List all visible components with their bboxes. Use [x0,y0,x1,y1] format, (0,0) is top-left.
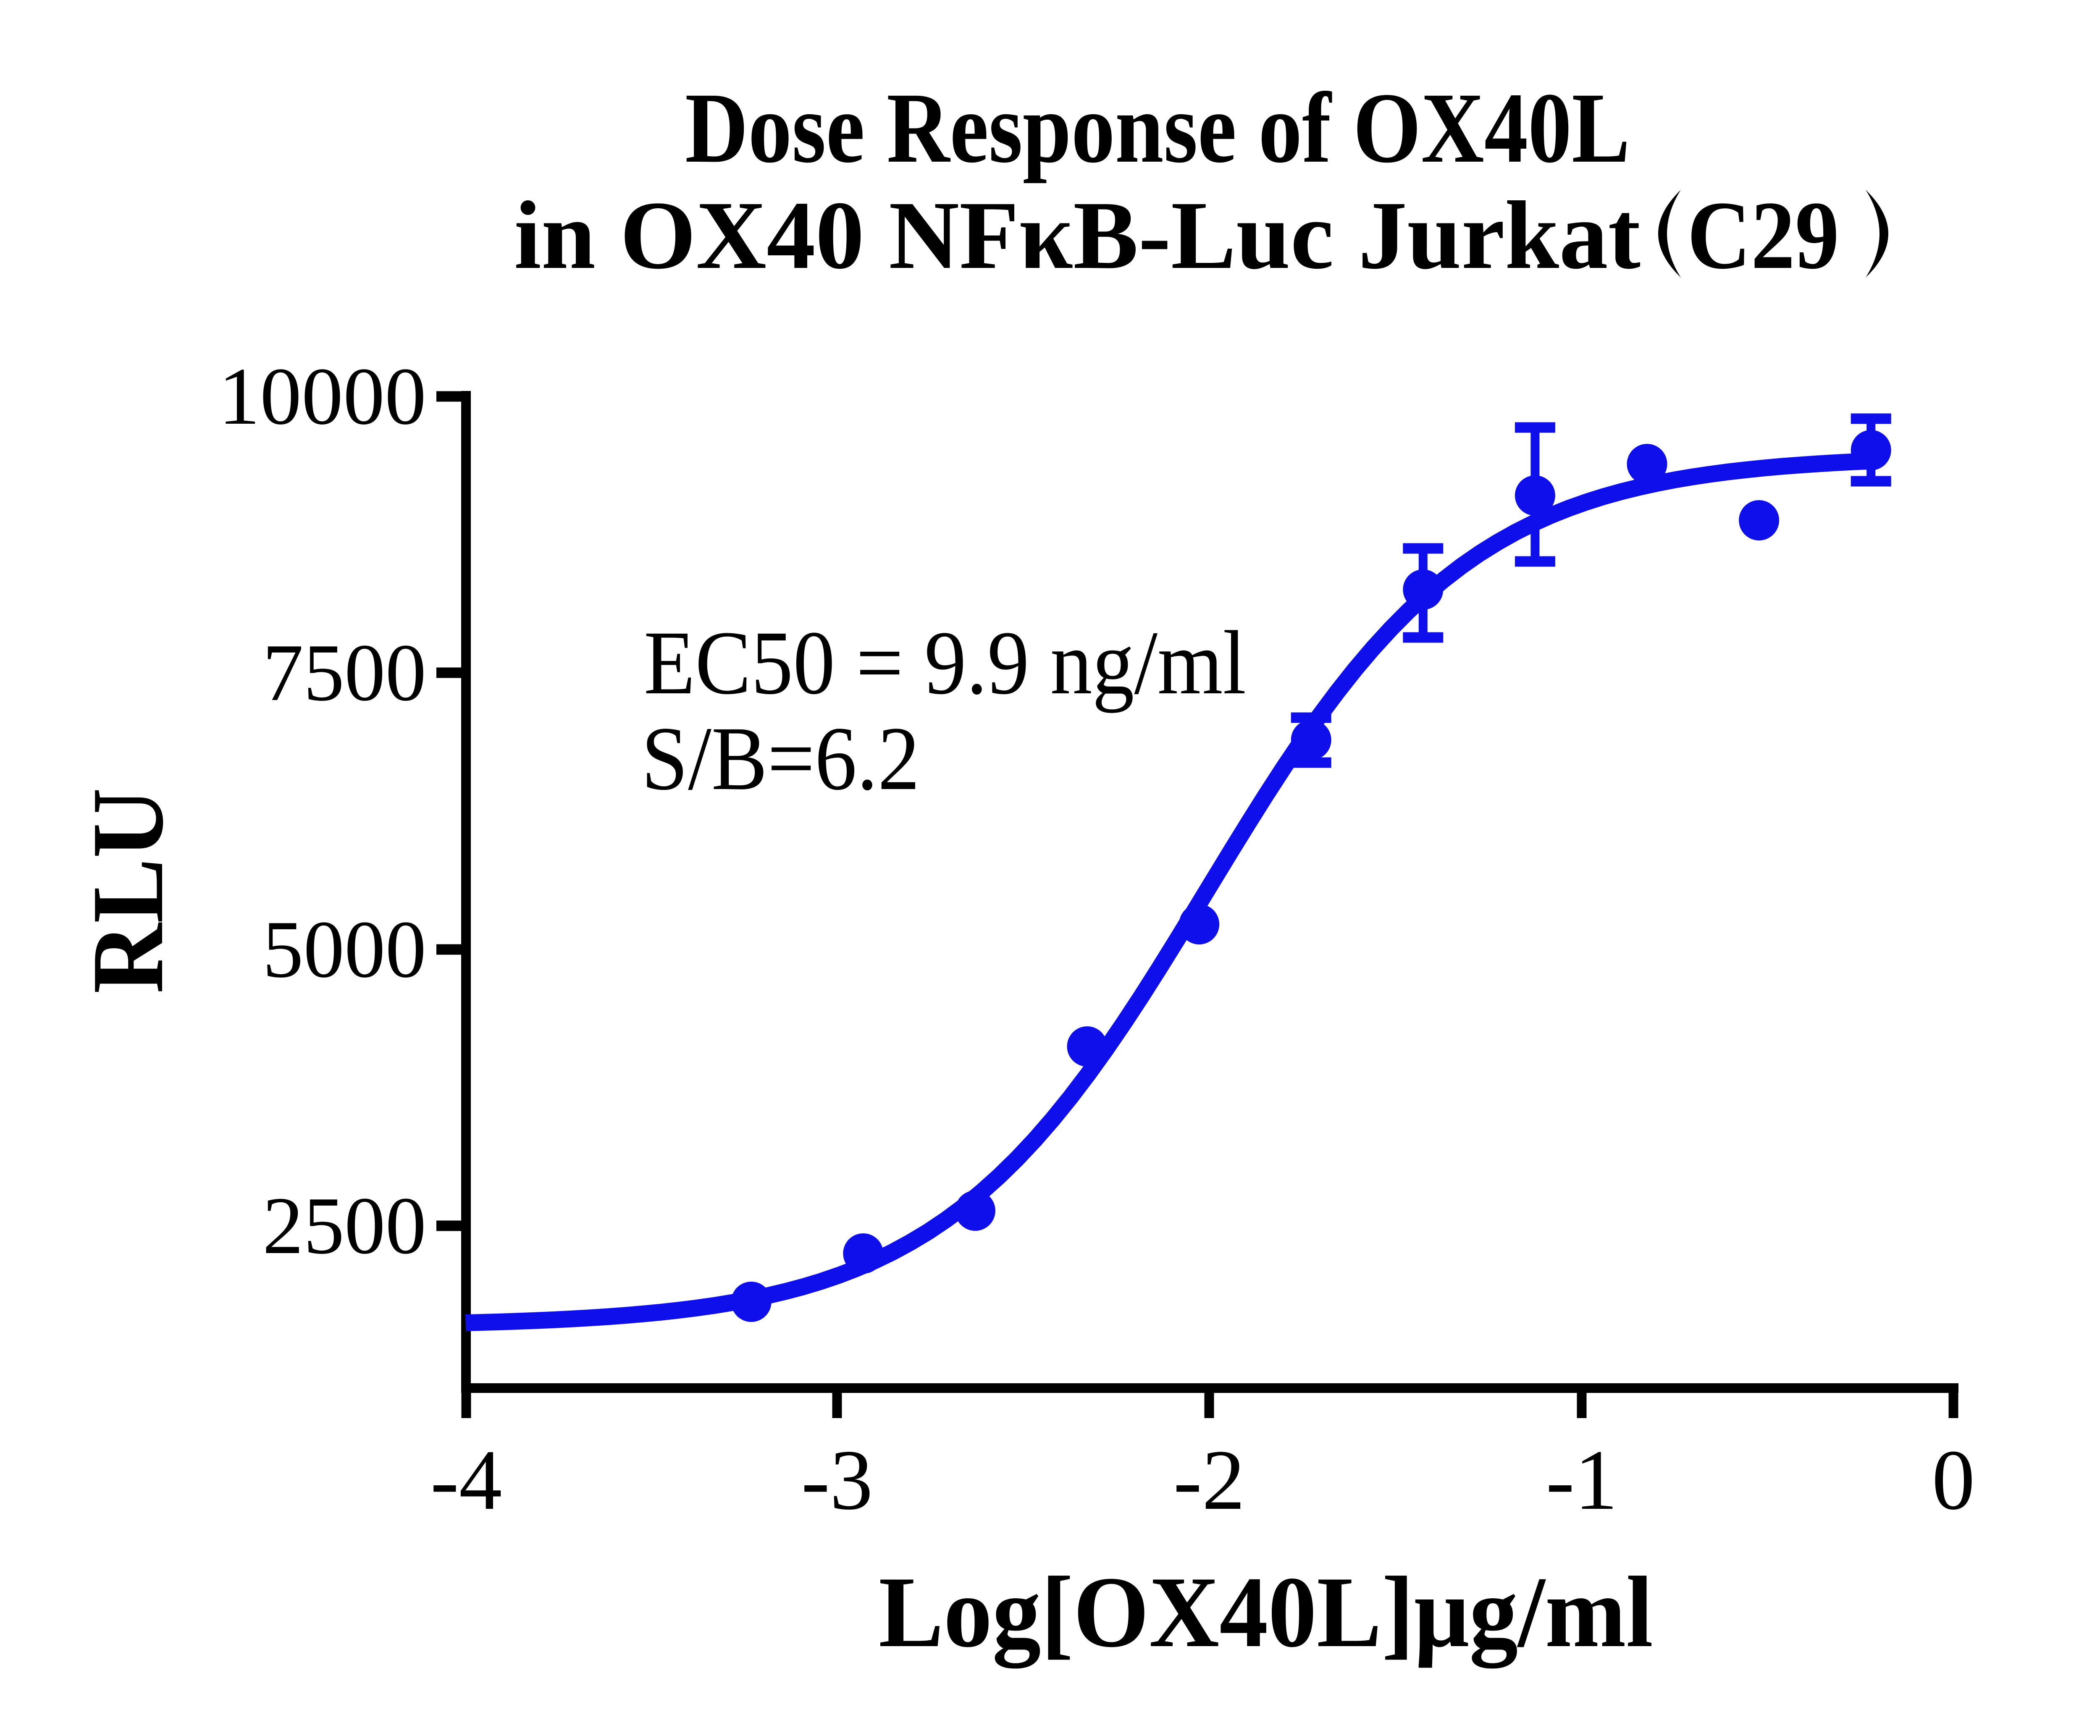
svg-text:-1: -1 [1546,1432,1618,1528]
svg-text:EC50 = 9.9 ng/ml: EC50 = 9.9 ng/ml [644,612,1246,713]
svg-text:5000: 5000 [262,904,426,995]
svg-text:7500: 7500 [262,627,426,718]
svg-text:2500: 2500 [262,1180,426,1271]
svg-text:Log[OX40L]μg/ml: Log[OX40L]μg/ml [879,1556,1653,1668]
svg-text:-3: -3 [801,1432,873,1528]
svg-text:Dose Response of OX40L: Dose Response of OX40L [685,72,1630,184]
svg-text:S/B=6.2: S/B=6.2 [641,708,920,809]
svg-text:C29: C29 [1687,181,1839,289]
svg-text:in OX40 NFκB-Luc Jurkat: in OX40 NFκB-Luc Jurkat [514,181,1641,289]
svg-text:10000: 10000 [218,351,426,442]
svg-text:0: 0 [1932,1432,1975,1528]
svg-text:-4: -4 [430,1432,502,1528]
svg-text:RLU: RLU [71,788,184,994]
svg-text:-2: -2 [1173,1432,1245,1528]
